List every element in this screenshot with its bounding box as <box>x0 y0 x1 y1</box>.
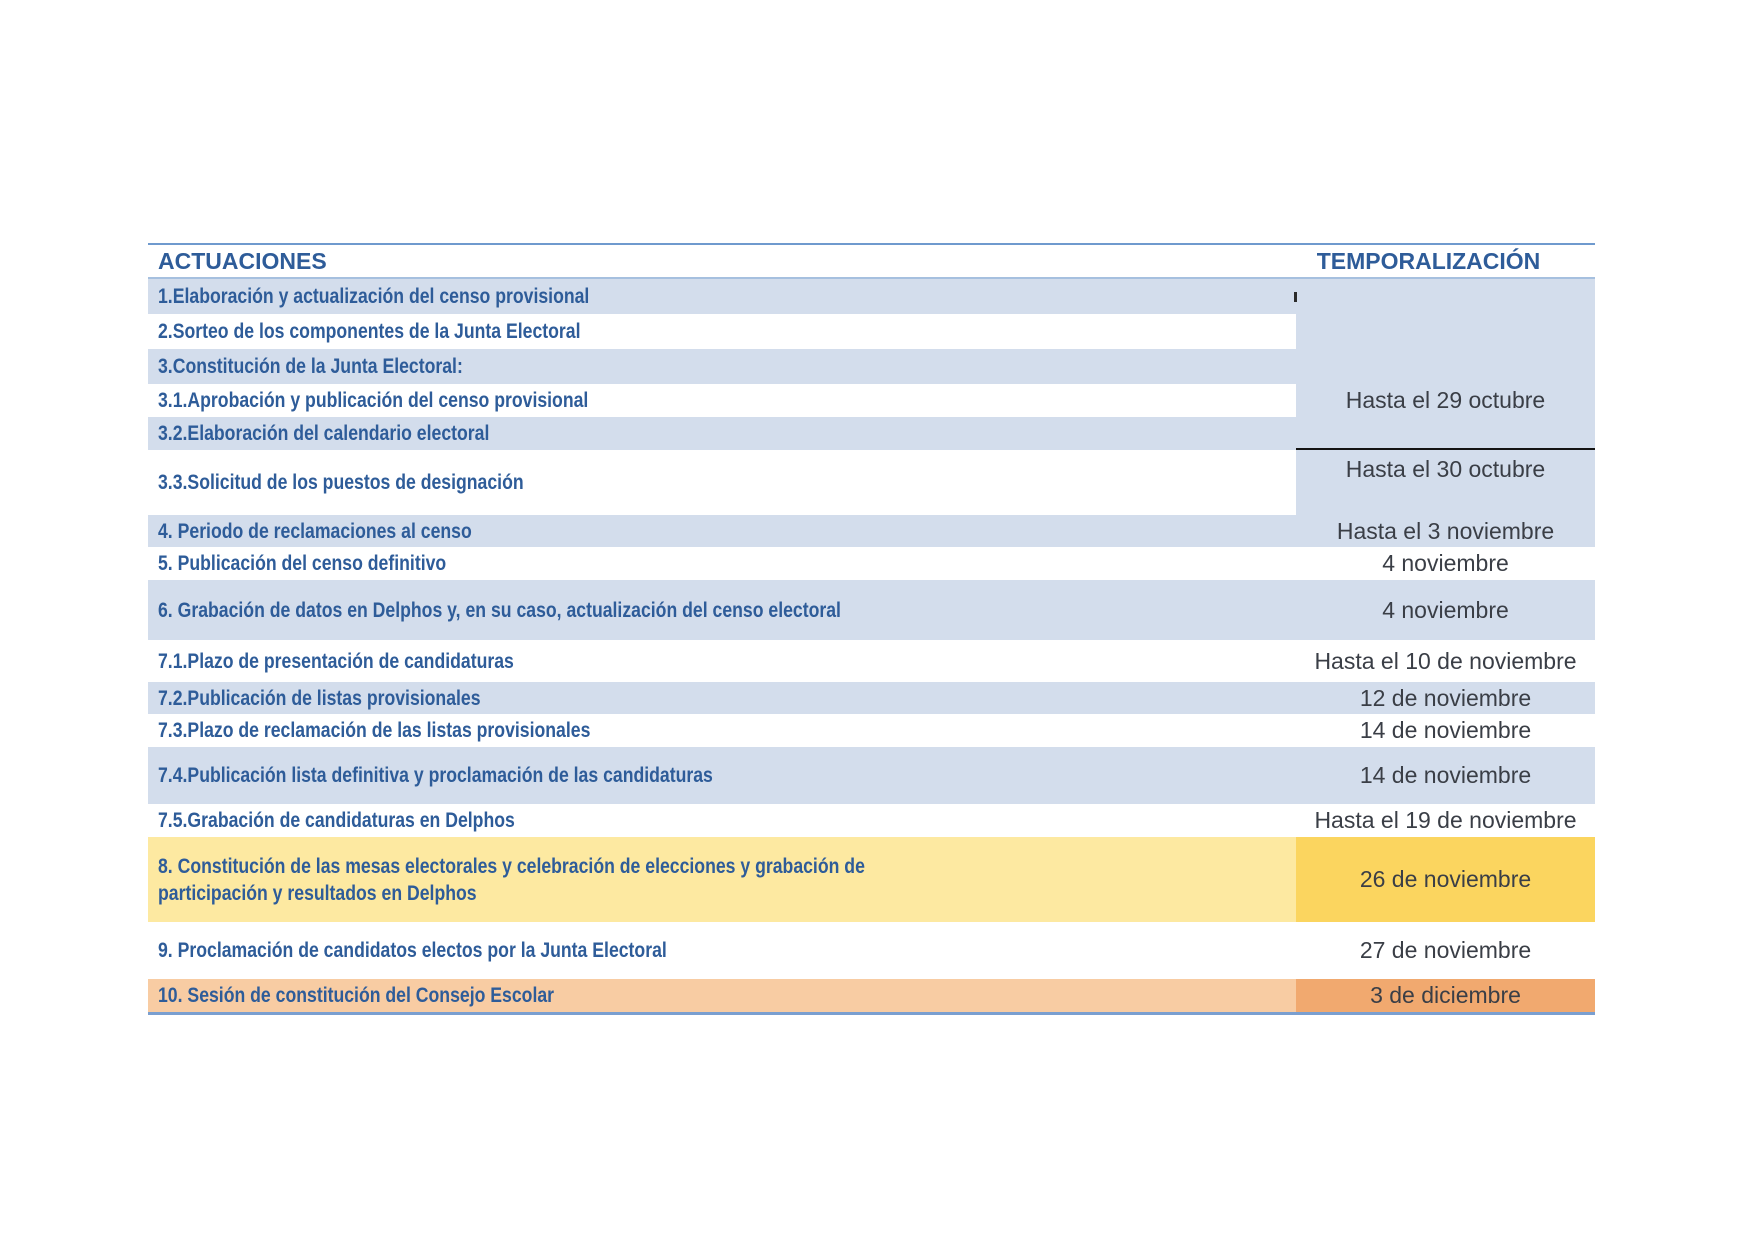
table-row-date: Hasta el 30 octubre <box>1296 450 1595 515</box>
table-row-label: 6. Grabación de datos en Delphos y, en s… <box>148 580 1296 640</box>
schedule-table: ACTUACIONES TEMPORALIZACIÓN Hasta el 29 … <box>148 243 1595 1015</box>
table-row-label: 3.2.Elaboración del calendario electoral <box>148 417 1296 450</box>
table-row-label: 7.5.Grabación de candidaturas en Delphos <box>148 804 1296 837</box>
table-row-date: 4 noviembre <box>1296 547 1595 580</box>
table-row-date: Hasta el 10 de noviembre <box>1296 640 1595 682</box>
table-row-date: 26 de noviembre <box>1296 837 1595 922</box>
table-row-label: 3.1.Aprobación y publicación del censo p… <box>148 384 1296 417</box>
table-row-date: 14 de noviembre <box>1296 747 1595 804</box>
table-row-label: 5. Publicación del censo definitivo <box>148 547 1296 580</box>
table-row-label: 10. Sesión de constitución del Consejo E… <box>148 979 1296 1012</box>
table-row-date: 27 de noviembre <box>1296 922 1595 979</box>
table-row-date: 14 de noviembre <box>1296 714 1595 747</box>
column-header-actuaciones-label: ACTUACIONES <box>158 247 327 274</box>
table-row-label: 1.Elaboración y actualización del censo … <box>148 279 1296 314</box>
table-row-date: Hasta el 3 noviembre <box>1296 515 1595 547</box>
table-row-label: 2.Sorteo de los componentes de la Junta … <box>148 314 1296 349</box>
table-row-label: 3.3.Solicitud de los puestos de designac… <box>148 450 1296 515</box>
table-row-label: 9. Proclamación de candidatos electos po… <box>148 922 1296 979</box>
table-row-label: 3.Constitución de la Junta Electoral: <box>148 349 1296 384</box>
column-header-actuaciones: ACTUACIONES <box>148 245 1296 279</box>
table-row-date: 4 noviembre <box>1296 580 1595 640</box>
merged-date-cell-hasta-29-octubre: Hasta el 29 octubre <box>1296 279 1595 450</box>
table-row-date: 3 de diciembre <box>1296 979 1595 1012</box>
table-row-label: 8. Constitución de las mesas electorales… <box>148 837 1296 922</box>
column-header-temporalizacion-label: TEMPORALIZACIÓN <box>1316 247 1541 274</box>
column-header-temporalizacion: TEMPORALIZACIÓN <box>1296 245 1595 279</box>
table-row-label: 7.1.Plazo de presentación de candidatura… <box>148 640 1296 682</box>
table-row-date: 12 de noviembre <box>1296 682 1595 714</box>
table-row-label: 7.4.Publicación lista definitiva y procl… <box>148 747 1296 804</box>
table-row-label: 7.3.Plazo de reclamación de las listas p… <box>148 714 1296 747</box>
table-row-date: Hasta el 19 de noviembre <box>1296 804 1595 837</box>
table-row-label: 7.2.Publicación de listas provisionales <box>148 682 1296 714</box>
stray-mark <box>1294 292 1297 302</box>
table-row-label: 4. Periodo de reclamaciones al censo <box>148 515 1296 547</box>
merged-date-text: Hasta el 29 octubre <box>1345 387 1546 413</box>
